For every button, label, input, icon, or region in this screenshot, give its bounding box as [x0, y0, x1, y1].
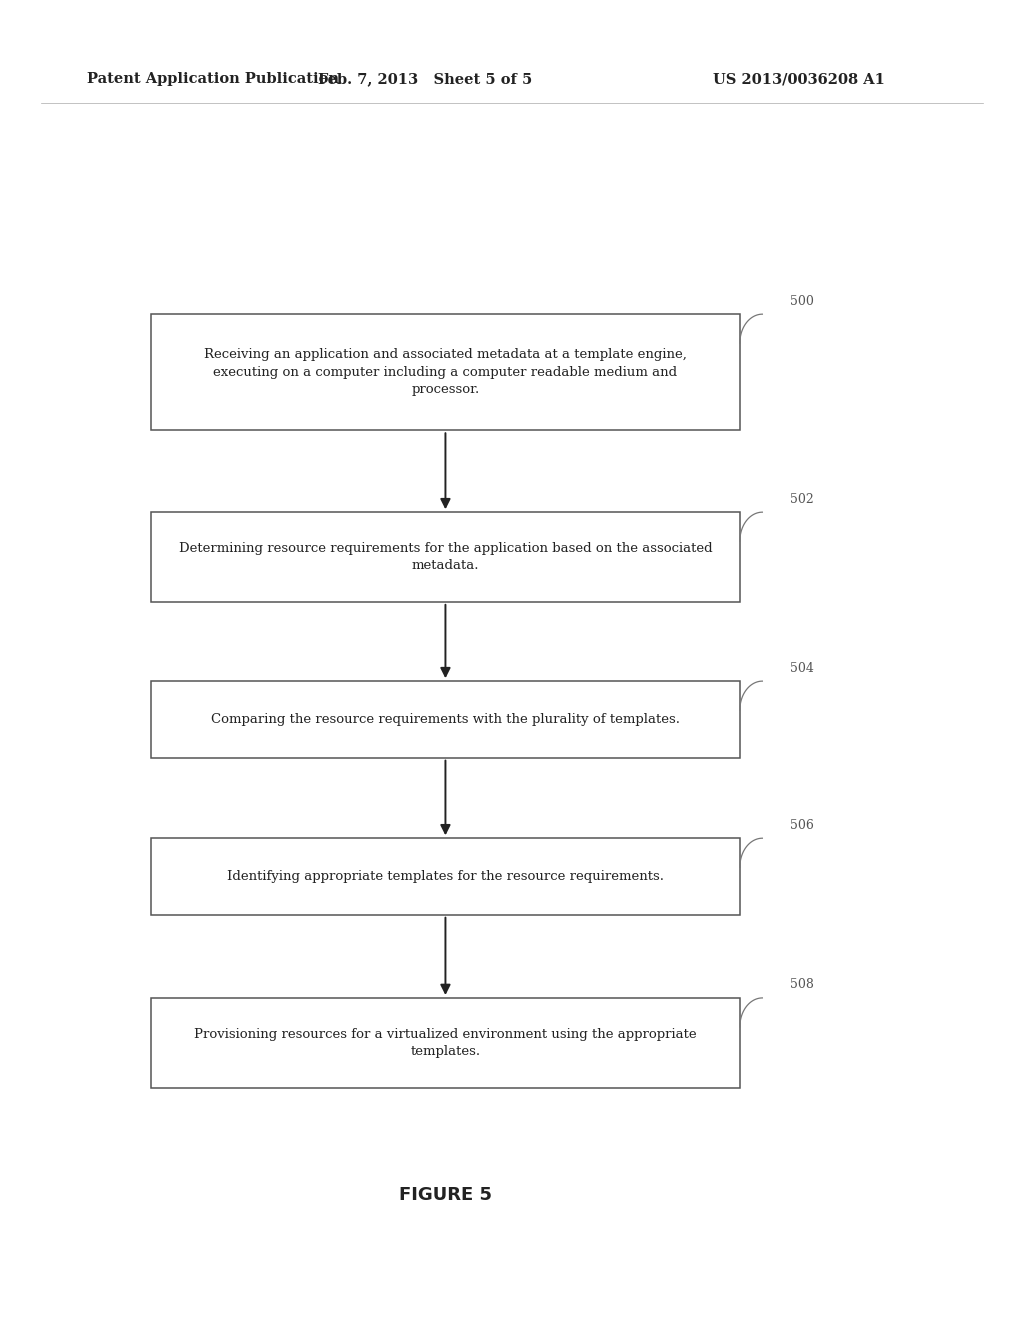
Bar — [152, 838, 739, 915]
Text: Receiving an application and associated metadata at a template engine,
executing: Receiving an application and associated … — [204, 348, 687, 396]
Text: US 2013/0036208 A1: US 2013/0036208 A1 — [713, 73, 885, 86]
Text: Identifying appropriate templates for the resource requirements.: Identifying appropriate templates for th… — [227, 870, 664, 883]
Text: FIGURE 5: FIGURE 5 — [399, 1185, 492, 1204]
Text: Feb. 7, 2013   Sheet 5 of 5: Feb. 7, 2013 Sheet 5 of 5 — [317, 73, 532, 86]
Text: 506: 506 — [791, 818, 814, 832]
Text: 502: 502 — [791, 492, 814, 506]
Text: Provisioning resources for a virtualized environment using the appropriate
templ: Provisioning resources for a virtualized… — [195, 1027, 696, 1059]
Text: 508: 508 — [791, 978, 814, 991]
Text: Determining resource requirements for the application based on the associated
me: Determining resource requirements for th… — [178, 541, 713, 573]
Bar — [152, 681, 739, 758]
Text: 500: 500 — [791, 294, 814, 308]
Text: Comparing the resource requirements with the plurality of templates.: Comparing the resource requirements with… — [211, 713, 680, 726]
Bar — [152, 314, 739, 430]
Bar — [152, 998, 739, 1088]
Text: 504: 504 — [791, 661, 814, 675]
Text: Patent Application Publication: Patent Application Publication — [87, 73, 339, 86]
Bar — [152, 512, 739, 602]
